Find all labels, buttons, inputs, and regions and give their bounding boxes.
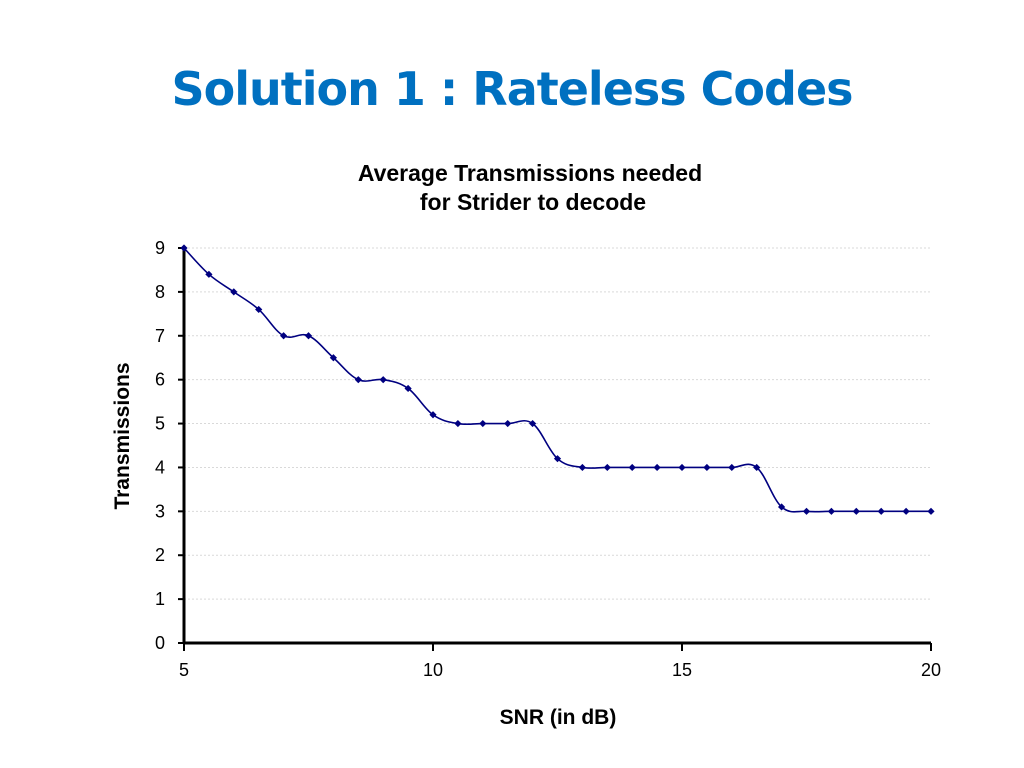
data-point-25 (802, 507, 811, 515)
data-point-19 (653, 463, 661, 472)
y-tick-label-1: 1 (155, 589, 165, 609)
data-point-9 (404, 384, 412, 393)
data-point-12 (479, 419, 487, 428)
data-point-14 (529, 419, 537, 428)
data-point-2 (230, 288, 238, 296)
x-tick-label-0: 5 (179, 660, 189, 680)
x-tick-label-3: 20 (921, 660, 941, 680)
data-point-0 (180, 244, 188, 252)
data-point-20 (678, 463, 686, 472)
y-tick-label-0: 0 (155, 633, 165, 653)
y-tick-label-5: 5 (155, 414, 165, 434)
y-tick-label-7: 7 (155, 326, 165, 346)
data-point-15 (553, 455, 562, 463)
data-point-6 (329, 354, 337, 362)
chart-title-line-1: Average Transmissions needed (358, 160, 702, 186)
data-point-30 (927, 507, 935, 515)
data-point-23 (753, 463, 761, 472)
data-point-16 (578, 463, 586, 472)
data-point-21 (703, 463, 711, 472)
x-tick-label-1: 10 (423, 660, 443, 680)
data-point-26 (827, 507, 835, 515)
y-tick-label-4: 4 (155, 457, 165, 477)
data-point-7 (354, 376, 362, 384)
x-axis-title: SNR (in dB) (500, 706, 617, 729)
y-tick-label-3: 3 (155, 501, 165, 521)
y-tick-label-6: 6 (155, 370, 165, 390)
data-point-27 (852, 507, 860, 515)
data-point-5 (304, 332, 313, 340)
axes (178, 246, 932, 651)
data-point-13 (504, 419, 512, 428)
series (180, 244, 935, 515)
y-axis-title: Transmissions (111, 362, 134, 509)
grid (184, 247, 931, 600)
tick-labels: 0 1 2 3 4 5 6 7 8 9 5 10 15 20 (155, 238, 941, 680)
data-point-22 (728, 463, 736, 472)
data-point-11 (454, 419, 462, 428)
data-point-8 (379, 376, 387, 384)
y-tick-label-2: 2 (155, 545, 165, 565)
chart-title-line-2: for Strider to decode (420, 189, 646, 215)
data-point-1 (205, 270, 213, 278)
y-tick-label-8: 8 (155, 282, 165, 302)
x-tick-label-2: 15 (672, 660, 692, 680)
data-point-4 (280, 332, 288, 340)
data-point-29 (902, 507, 910, 515)
data-point-28 (877, 507, 885, 515)
data-point-18 (628, 463, 636, 472)
data-point-17 (603, 463, 611, 472)
data-point-24 (778, 503, 786, 511)
slide-title: Solution 1 : Rateless Codes (171, 62, 853, 116)
data-point-3 (255, 305, 263, 314)
y-tick-label-9: 9 (155, 238, 165, 258)
data-point-10 (429, 411, 437, 419)
